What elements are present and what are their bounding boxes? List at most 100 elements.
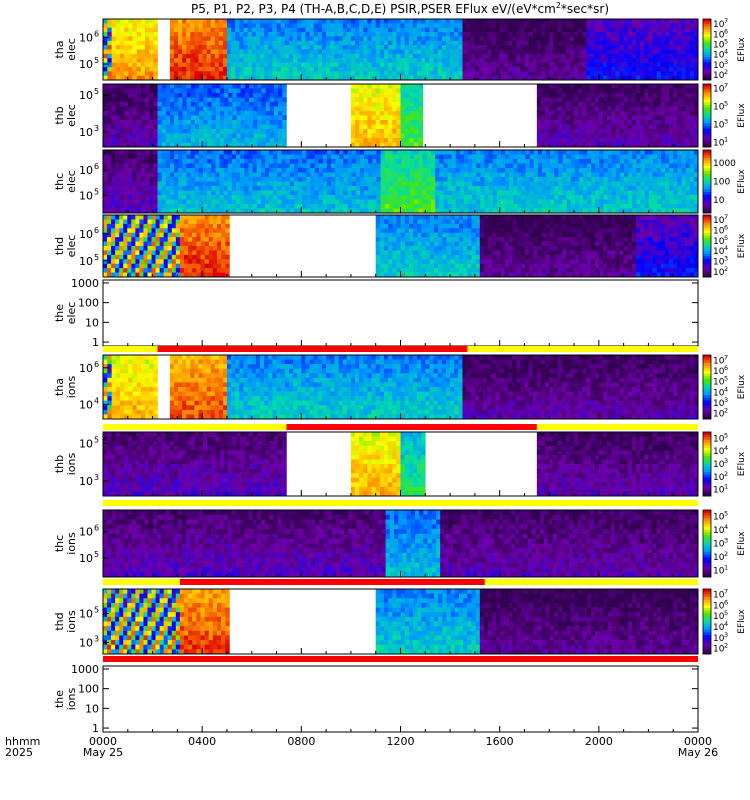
spectrogram-cell	[112, 54, 116, 59]
spectrogram-cell	[262, 134, 266, 139]
colorbar-step	[703, 87, 711, 90]
spectrogram-cell	[491, 50, 495, 55]
spectrogram-cell	[351, 67, 355, 72]
spectrogram-cell	[388, 93, 392, 98]
spectrogram-cell	[149, 19, 153, 24]
spectrogram-cell	[298, 191, 302, 196]
spectrogram-cell	[274, 98, 278, 103]
spectrogram-cell	[484, 186, 488, 191]
spectrogram-cell	[166, 204, 170, 209]
spectrogram-cell	[137, 200, 142, 205]
spectrogram-cell	[644, 71, 648, 76]
spectrogram-cell	[681, 67, 685, 72]
spectrogram-cell	[615, 54, 619, 59]
spectrogram-cell	[533, 23, 537, 28]
spectrogram-cell	[270, 120, 274, 125]
spectrogram-cell	[141, 23, 145, 28]
spectrogram-cell	[363, 120, 367, 125]
spectrogram-cell	[290, 177, 294, 182]
spectrogram-cell	[294, 204, 298, 209]
spectrogram-cell	[235, 19, 239, 24]
spectrogram-cell	[479, 28, 483, 33]
spectrogram-cell	[116, 186, 121, 191]
spectrogram-cell	[665, 129, 669, 134]
spectrogram-cell	[111, 138, 116, 143]
spectrogram-cell	[468, 173, 472, 178]
spectrogram-cell	[245, 102, 249, 107]
spectrogram-cell	[384, 134, 388, 139]
spectrogram-cell	[237, 107, 241, 112]
spectrogram-cell	[261, 182, 265, 187]
spectrogram-cell	[632, 111, 636, 116]
spectrogram-cell	[116, 168, 121, 173]
spectrogram-cell	[339, 50, 343, 55]
spectrogram-cell	[516, 63, 520, 68]
spectrogram-cell	[475, 23, 479, 28]
spectrogram-cell	[591, 89, 595, 94]
spectrogram-cell	[285, 58, 289, 63]
spectrogram-cell	[348, 200, 352, 205]
spectrogram-cell	[644, 129, 648, 134]
spectrogram-cell	[228, 200, 232, 205]
spectrogram-cell	[260, 45, 264, 50]
spectrogram-cell	[306, 177, 310, 182]
spectrogram-cell	[644, 93, 648, 98]
spectrogram-cell	[611, 107, 615, 112]
spectrogram-cell	[372, 177, 376, 182]
spectrogram-cell	[145, 134, 150, 139]
spectrogram-cell	[224, 186, 228, 191]
spectrogram-cell	[401, 19, 405, 24]
spectrogram-cell	[290, 186, 294, 191]
spectrogram-cell	[368, 200, 372, 205]
spectrogram-cell	[264, 54, 268, 59]
spectrogram-cell	[248, 28, 252, 33]
spectrogram-cell	[306, 164, 310, 169]
spectrogram-cell	[393, 204, 398, 209]
spectrogram-cell	[628, 63, 632, 68]
spectrogram-cell	[578, 84, 582, 89]
spectrogram-cell	[591, 67, 595, 72]
spectrogram-cell	[493, 155, 497, 160]
spectrogram-cell	[107, 54, 112, 59]
spectrogram-cell	[231, 45, 235, 50]
spectrogram-cell	[355, 125, 359, 130]
spectrogram-cell	[153, 23, 157, 28]
spectrogram-cell	[355, 98, 359, 103]
spectrogram-cell	[496, 54, 500, 59]
spectrogram-cell	[343, 41, 347, 46]
spectrogram-cell	[553, 67, 557, 72]
spectrogram-cell	[376, 98, 380, 103]
spectrogram-cell	[690, 45, 694, 50]
spectrogram-cell	[392, 41, 396, 46]
colorbar-exponent: 1	[724, 136, 728, 144]
spectrogram-cell	[619, 120, 623, 125]
spectrogram-cell	[111, 191, 116, 196]
spectrogram-cell	[319, 195, 323, 200]
spectrogram-cell	[282, 102, 286, 107]
spectrogram-cell	[367, 111, 371, 116]
spectrogram-cell	[500, 36, 504, 41]
spectrogram-cell	[319, 164, 323, 169]
spectrogram-cell	[448, 186, 452, 191]
spectrogram-cell	[431, 164, 436, 169]
spectrogram-cell	[137, 32, 141, 37]
spectrogram-cell	[497, 168, 501, 173]
spectrogram-cell	[285, 63, 289, 68]
spectrogram-cell	[351, 120, 355, 125]
spectrogram-cell	[286, 168, 290, 173]
spectrogram-cell	[427, 164, 432, 169]
spectrogram-cell	[351, 98, 355, 103]
spectrogram-cell	[256, 50, 260, 55]
spectrogram-cell	[261, 150, 265, 155]
spectrogram-cell	[460, 195, 464, 200]
spectrogram-cell	[199, 107, 203, 112]
spectrogram-cell	[450, 41, 454, 46]
spectrogram-cell	[570, 67, 574, 72]
spectrogram-cell	[323, 200, 327, 205]
spectrogram-cell	[493, 182, 497, 187]
spectrogram-cell	[541, 116, 545, 121]
spectrogram-cell	[497, 200, 501, 205]
spectrogram-cell	[423, 200, 428, 205]
spectrogram-cell	[282, 138, 286, 143]
spectrogram-cell	[421, 67, 425, 72]
